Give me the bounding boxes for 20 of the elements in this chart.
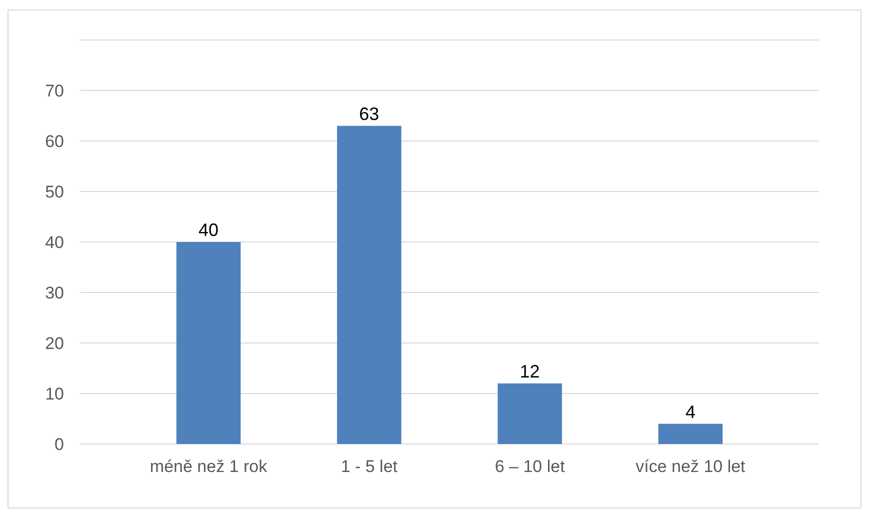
x-tick-label: 6 – 10 let — [494, 457, 566, 476]
y-tick-label: 70 — [45, 81, 64, 100]
y-tick-label: 40 — [45, 232, 64, 252]
y-tick-label: 20 — [45, 334, 64, 353]
x-tick-label: 1 - 5 let — [340, 457, 398, 476]
y-tick-label: 50 — [45, 182, 64, 202]
data-label: 4 — [685, 402, 696, 422]
data-label: 12 — [520, 361, 540, 382]
y-tick-label: 60 — [45, 132, 64, 151]
bar — [176, 242, 241, 444]
y-tick-label: 10 — [45, 384, 64, 404]
y-tick-label: 0 — [54, 434, 64, 454]
bar — [337, 126, 402, 444]
bar — [498, 383, 562, 444]
data-label: 40 — [198, 220, 219, 240]
data-label: 63 — [359, 104, 380, 124]
y-tick-label: 30 — [45, 283, 64, 302]
x-tick-label: méně než 1 rok — [150, 457, 268, 476]
bar — [658, 424, 723, 444]
x-tick-label: více než 10 let — [636, 457, 746, 476]
